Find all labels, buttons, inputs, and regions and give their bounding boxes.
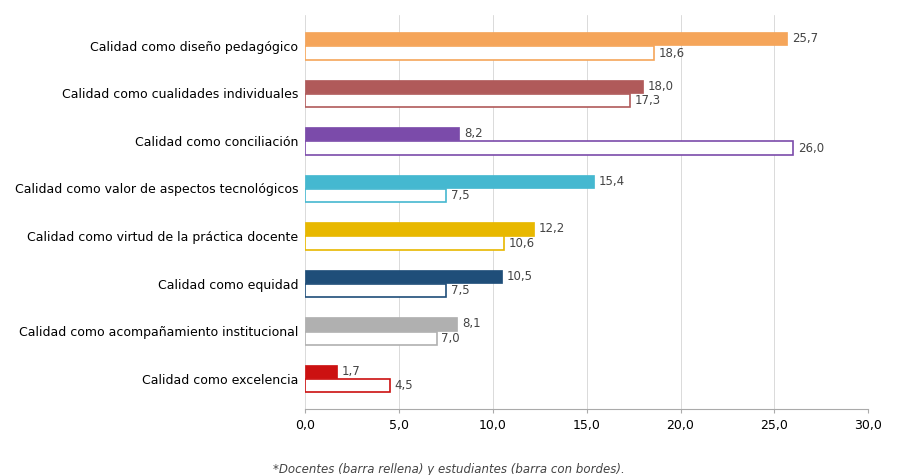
Bar	[306, 32, 788, 46]
Text: 25,7: 25,7	[792, 32, 818, 45]
Text: 8,1: 8,1	[462, 317, 481, 331]
Bar	[306, 332, 437, 345]
Text: 7,5: 7,5	[451, 284, 469, 297]
Bar	[306, 365, 337, 378]
Bar	[306, 47, 654, 60]
Bar	[306, 237, 504, 250]
Text: 7,5: 7,5	[451, 189, 469, 202]
Bar	[306, 175, 594, 188]
Bar	[306, 270, 502, 283]
Text: 7,0: 7,0	[441, 332, 460, 345]
Text: 15,4: 15,4	[599, 175, 625, 188]
Bar	[306, 94, 630, 107]
Text: 4,5: 4,5	[395, 379, 414, 392]
Text: 1,7: 1,7	[342, 365, 361, 378]
Bar	[306, 80, 643, 93]
Text: 10,6: 10,6	[509, 237, 535, 250]
Bar	[306, 222, 535, 236]
Bar	[306, 142, 793, 155]
Bar	[306, 379, 390, 392]
Bar	[306, 127, 459, 141]
Text: *Docentes (barra rellena) y estudiantes (barra con bordes).: *Docentes (barra rellena) y estudiantes …	[273, 463, 624, 475]
Text: 26,0: 26,0	[797, 142, 823, 154]
Text: 8,2: 8,2	[464, 127, 483, 140]
Text: 10,5: 10,5	[507, 270, 533, 283]
Bar	[306, 284, 446, 297]
Text: 18,6: 18,6	[659, 47, 685, 59]
Bar	[306, 189, 446, 202]
Text: 17,3: 17,3	[634, 94, 661, 107]
Text: 18,0: 18,0	[648, 80, 674, 93]
Bar	[306, 317, 457, 331]
Text: 12,2: 12,2	[539, 222, 565, 236]
